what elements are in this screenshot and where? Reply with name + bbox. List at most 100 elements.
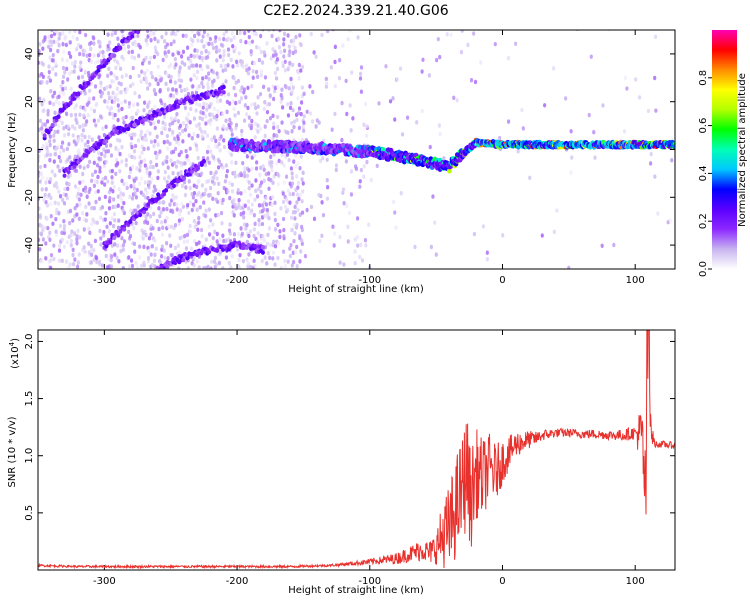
heatmap-cell	[567, 265, 571, 269]
heatmap-cell	[270, 33, 274, 39]
heatmap-cell	[144, 19, 148, 23]
heatmap-cell	[283, 68, 287, 73]
heatmap-cell	[188, 229, 193, 234]
heatmap-cell	[232, 213, 236, 218]
heatmap-cell	[201, 158, 206, 164]
heatmap-cell	[127, 264, 132, 269]
heatmap-cell	[56, 48, 60, 54]
heatmap-cell	[217, 141, 221, 147]
heatmap-cell	[479, 60, 483, 65]
heatmap-cell	[68, 155, 72, 160]
heatmap-cell	[623, 75, 627, 81]
heatmap-cell	[146, 202, 151, 207]
heatmap-cell	[89, 243, 93, 249]
heatmap-cell	[138, 154, 142, 160]
heatmap-cell	[239, 212, 243, 217]
heatmap-cell	[168, 202, 172, 207]
heatmap-cell	[116, 225, 121, 231]
heatmap-cell	[112, 184, 116, 190]
heatmap-cell	[235, 59, 239, 65]
heatmap-cell	[263, 255, 267, 260]
heatmap-cell	[288, 253, 292, 259]
heatmap-cell	[112, 235, 117, 241]
heatmap-cell	[267, 186, 271, 192]
heatmap-cell	[296, 95, 300, 101]
heatmap-cell	[280, 160, 284, 165]
heatmap-cell	[62, 224, 67, 229]
heatmap-cell	[74, 103, 78, 108]
heatmap-cell	[283, 59, 287, 64]
heatmap-cell	[215, 176, 219, 181]
heatmap-cell	[230, 160, 234, 165]
heatmap-cell	[62, 49, 66, 55]
heatmap-cell	[273, 211, 277, 217]
heatmap-cell	[104, 159, 108, 165]
heatmap-cell	[670, 158, 674, 163]
heatmap-cell	[394, 225, 398, 230]
heatmap-cell	[93, 84, 98, 89]
heatmap-cell	[365, 133, 369, 138]
heatmap-cell	[49, 201, 53, 207]
heatmap-cell	[292, 119, 296, 124]
heatmap-cell	[438, 131, 442, 137]
heatmap-cell	[171, 149, 176, 155]
heatmap-cell	[143, 71, 147, 76]
heatmap-cell	[198, 205, 202, 210]
heatmap-cell	[607, 30, 611, 32]
heatmap-cell	[171, 120, 175, 126]
heatmap-x-tick-label: 0	[499, 275, 505, 286]
heatmap-cell	[420, 108, 424, 114]
heatmap-cell	[348, 30, 352, 33]
heatmap-cell	[252, 227, 256, 232]
heatmap-cell	[79, 44, 83, 50]
heatmap-cell	[243, 174, 247, 179]
heatmap-cell	[260, 244, 265, 250]
heatmap-cell	[254, 166, 259, 171]
heatmap-cell	[59, 144, 64, 150]
heatmap-cell	[222, 144, 227, 150]
heatmap-cell	[257, 57, 262, 63]
heatmap-cell	[57, 154, 61, 160]
heatmap-cell	[113, 252, 117, 257]
heatmap-cell	[38, 96, 42, 102]
heatmap-cell	[106, 91, 111, 96]
heatmap-cell	[71, 247, 75, 253]
heatmap-cell	[120, 74, 124, 79]
heatmap-cell	[167, 175, 171, 180]
heatmap-cell	[45, 216, 49, 222]
heatmap-cell	[192, 239, 197, 244]
heatmap-cell	[89, 106, 93, 111]
heatmap-x-axis: -300 -200 -100 0 100	[93, 30, 645, 286]
heatmap-cell	[52, 256, 56, 262]
heatmap-cell	[589, 54, 593, 59]
heatmap-cell	[188, 200, 193, 205]
heatmap-cell	[120, 106, 124, 112]
heatmap-cell	[100, 205, 105, 210]
heatmap-cell	[247, 180, 251, 185]
heatmap-cell	[84, 32, 88, 38]
heatmap-cell	[102, 147, 106, 152]
heatmap-cell	[106, 43, 110, 49]
figure-title: C2E2.2024.339.21.40.G06	[263, 3, 448, 19]
heatmap-cell	[159, 220, 164, 225]
heatmap-cell	[438, 54, 442, 60]
heatmap-cell	[260, 203, 265, 208]
heatmap-cell	[162, 140, 166, 145]
heatmap-cell	[255, 111, 259, 116]
heatmap-cell	[266, 211, 270, 217]
heatmap-cell	[86, 113, 90, 118]
heatmap-cell	[215, 116, 219, 122]
heatmap-cell	[230, 254, 234, 259]
heatmap-cell	[340, 100, 344, 106]
heatmap-cell	[66, 131, 71, 137]
heatmap-cell	[242, 222, 247, 227]
heatmap-cell	[148, 171, 152, 176]
heatmap-cell	[325, 178, 329, 183]
heatmap-cell	[224, 255, 228, 260]
heatmap-cell	[215, 248, 220, 253]
heatmap-cell	[144, 187, 148, 192]
heatmap-cell	[205, 133, 210, 138]
heatmap-cell	[129, 184, 133, 189]
heatmap-cell	[110, 32, 114, 37]
